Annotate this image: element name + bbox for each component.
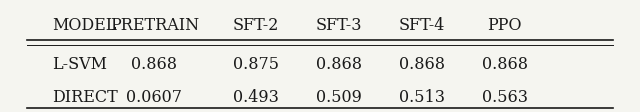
Text: DIRECT: DIRECT <box>52 89 118 106</box>
Text: 0.0607: 0.0607 <box>126 89 182 106</box>
Text: 0.875: 0.875 <box>233 56 279 73</box>
Text: 0.868: 0.868 <box>316 56 362 73</box>
Text: 0.563: 0.563 <box>482 89 528 106</box>
Text: MODEL: MODEL <box>52 17 116 34</box>
Text: SFT-3: SFT-3 <box>316 17 362 34</box>
Text: PPO: PPO <box>488 17 522 34</box>
Text: L-SVM: L-SVM <box>52 56 108 73</box>
Text: PRETRAIN: PRETRAIN <box>109 17 199 34</box>
Text: SFT-2: SFT-2 <box>233 17 280 34</box>
Text: 0.868: 0.868 <box>482 56 528 73</box>
Text: 0.868: 0.868 <box>399 56 445 73</box>
Text: 0.868: 0.868 <box>131 56 177 73</box>
Text: 0.493: 0.493 <box>234 89 279 106</box>
Text: 0.509: 0.509 <box>316 89 362 106</box>
Text: SFT-4: SFT-4 <box>399 17 445 34</box>
Text: 0.513: 0.513 <box>399 89 445 106</box>
